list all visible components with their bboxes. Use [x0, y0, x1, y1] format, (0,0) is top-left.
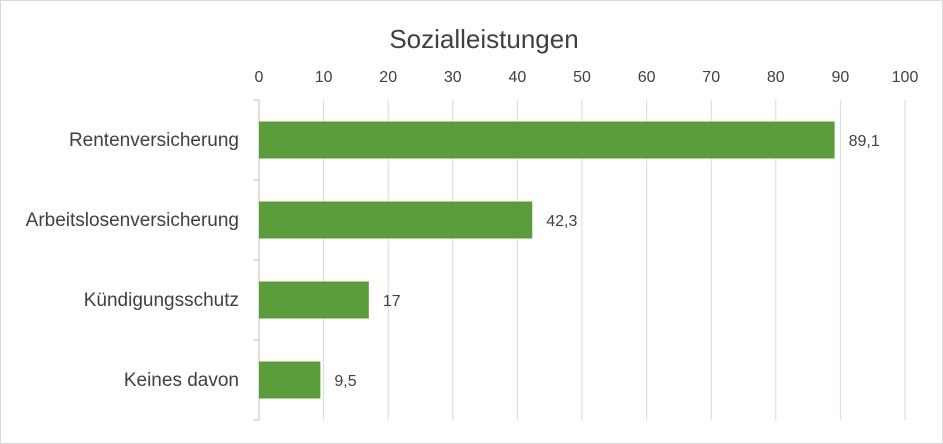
category-label: Rentenversicherung	[69, 130, 239, 151]
x-tick-label: 70	[702, 69, 720, 86]
data-label: 9,5	[334, 373, 356, 390]
bar	[259, 281, 369, 319]
x-tick-label: 20	[379, 69, 397, 86]
bar	[259, 121, 835, 159]
bar	[259, 361, 321, 399]
data-label: 42,3	[546, 213, 577, 230]
x-tick-label: 40	[509, 69, 527, 86]
chart-title: Sozialleistungen	[389, 24, 578, 54]
data-labels: 89,1 42,3 17 9,5	[334, 133, 879, 390]
x-tick-label: 90	[832, 69, 850, 86]
x-tick-label: 0	[255, 69, 264, 86]
x-tick-label: 60	[638, 69, 656, 86]
category-label: Arbeitslosenversicherung	[26, 210, 239, 231]
data-label: 89,1	[849, 133, 880, 150]
x-tick-label: 30	[444, 69, 462, 86]
bars	[259, 121, 835, 399]
x-tick-label: 50	[573, 69, 591, 86]
category-label: Kündigungsschutz	[84, 290, 239, 311]
x-axis-ticks: 0 10 20 30 40 50 60 70 80 90 100	[255, 69, 919, 86]
category-label: Keines davon	[124, 370, 239, 391]
bar	[259, 201, 533, 239]
category-axis: Rentenversicherung Arbeitslosenversicheru…	[26, 99, 259, 421]
x-tick-label: 80	[767, 69, 785, 86]
x-tick-label: 10	[315, 69, 333, 86]
x-tick-label: 100	[892, 69, 919, 86]
data-label: 17	[383, 293, 401, 310]
